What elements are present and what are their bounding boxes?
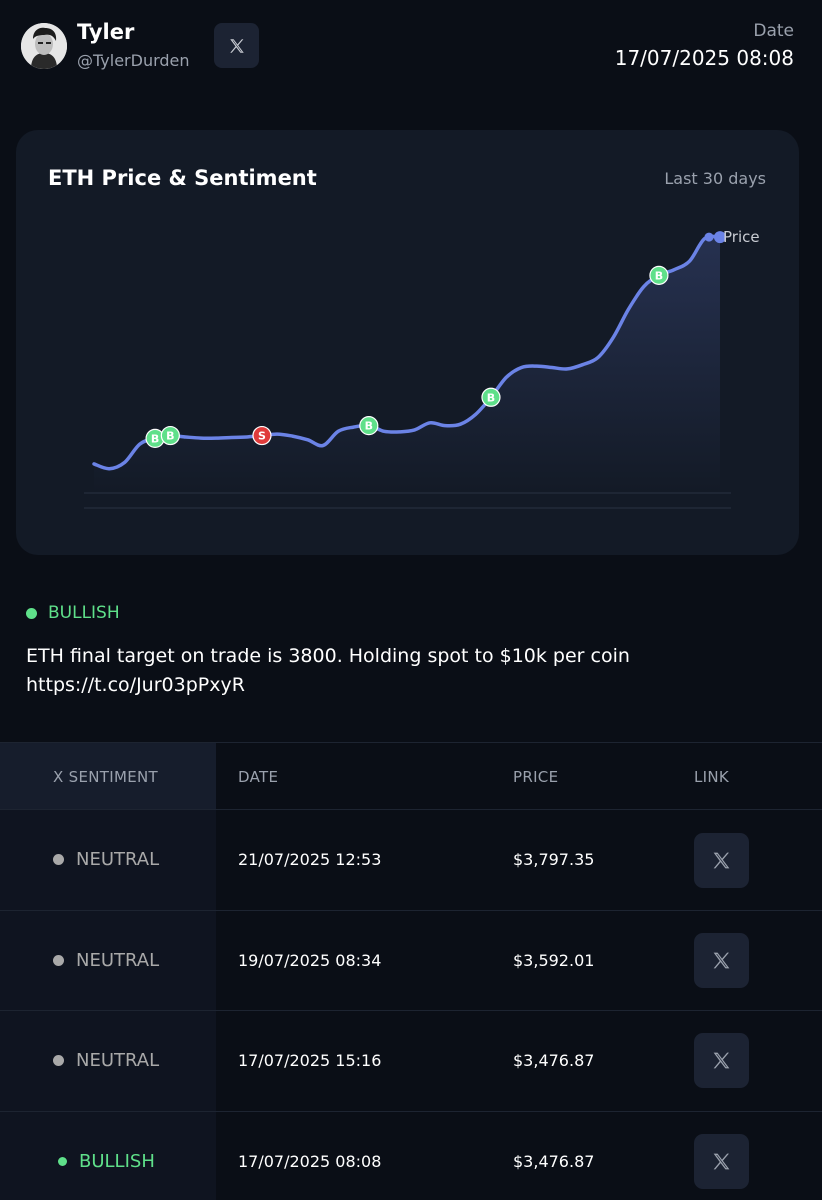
price-area-fill [94,236,720,493]
legend-label: Price [723,228,760,246]
x-logo-icon [229,38,244,53]
marker-label: B [365,420,373,433]
table-row-date: 17/07/2025 08:08 [238,1152,382,1171]
neutral-dot-icon [53,955,64,966]
table-row-date: 17/07/2025 15:16 [238,1051,382,1070]
marker-label: B [166,430,174,443]
bullish-dot-icon [26,607,37,619]
x-logo-icon [713,1052,730,1069]
post-sentiment-label: BULLISH [48,603,120,623]
x-link-button[interactable] [694,1134,749,1189]
sell-marker[interactable]: S [252,425,272,446]
table-row-sentiment: NEUTRAL [53,950,159,971]
series-end-point [704,232,714,242]
sentiment-label: NEUTRAL [76,950,160,971]
marker-label: B [487,391,495,404]
header-date[interactable]: DATE [238,768,279,786]
post-sentiment: BULLISH [26,603,120,623]
x-link-button[interactable] [694,833,749,888]
buy-marker[interactable]: B [481,387,501,407]
x-logo-icon [713,1153,730,1170]
chart-range-label[interactable]: Last 30 days [664,169,766,188]
sentiment-label: BULLISH [79,1151,155,1172]
chart-title: ETH Price & Sentiment [48,166,317,190]
avatar-image [21,23,67,69]
x-logo-icon [713,952,730,969]
tweet-text-line: ETH final target on trade is 3800. Holdi… [26,645,630,667]
sentiment-label: NEUTRAL [76,849,160,870]
date-label: Date [753,21,794,41]
date-value: 17/07/2025 08:08 [614,46,794,70]
table-row-price: $3,476.87 [513,1152,595,1171]
x-link-button[interactable] [694,933,749,988]
marker-label: B [655,269,663,282]
table-row-sentiment: NEUTRAL [53,849,159,870]
price-series-line [92,234,722,471]
marker-label: S [258,430,266,443]
marker-circle [481,387,501,407]
table-row-price: $3,797.35 [513,850,595,869]
buy-marker[interactable]: B [160,425,180,446]
header-sentiment[interactable]: X SENTIMENT [53,768,158,786]
table-row-sentiment: NEUTRAL [53,1050,159,1071]
x-profile-button[interactable] [214,23,259,68]
marker-label: B [151,432,159,445]
table-row-price: $3,476.87 [513,1051,595,1070]
marker-circle [160,425,180,446]
header-price[interactable]: PRICE [513,768,559,786]
sentiment-column-bg [0,743,216,1200]
row-divider [0,1010,822,1011]
sentiment-header-bg [0,743,216,809]
legend-swatch [714,231,726,244]
x-logo-icon [713,852,730,869]
buy-marker[interactable]: B [649,265,669,285]
row-divider [0,1111,822,1112]
neutral-dot-icon [53,854,64,865]
sentiment-table: X SENTIMENT DATE PRICE LINK NEUTRAL 21/0… [0,742,822,1200]
tweet-text: ETH final target on trade is 3800. Holdi… [26,642,726,700]
header-link: LINK [694,768,730,786]
bullish-dot-icon [58,1157,67,1166]
marker-circle [359,416,379,436]
buy-marker[interactable]: B [359,416,379,436]
neutral-dot-icon [53,1055,64,1066]
marker-circle [252,425,272,446]
table-row-sentiment: BULLISH [58,1151,155,1172]
user-name: Tyler [77,20,135,44]
row-divider [0,809,822,810]
row-divider [0,910,822,911]
tweet-link[interactable]: https://t.co/Jur03pPxyR [26,674,245,696]
sentiment-label: NEUTRAL [76,1050,160,1071]
avatar[interactable] [21,23,67,69]
table-row-date: 21/07/2025 12:53 [238,850,382,869]
x-link-button[interactable] [694,1033,749,1088]
user-handle: @TylerDurden [77,51,190,70]
marker-circle [649,265,669,285]
table-row-date: 19/07/2025 08:34 [238,951,382,970]
table-row-price: $3,592.01 [513,951,595,970]
